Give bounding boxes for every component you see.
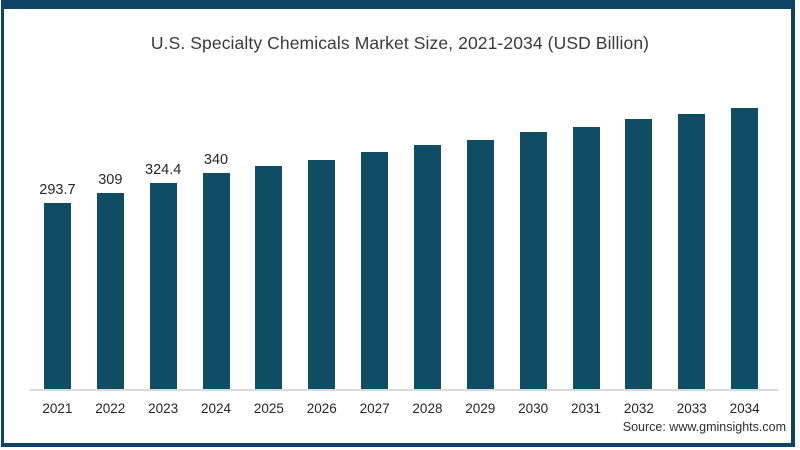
bar xyxy=(149,183,177,390)
x-tick-label: 2034 xyxy=(729,401,760,416)
bar-column-2021: 293.7 xyxy=(31,70,84,390)
bar xyxy=(308,160,336,390)
x-tick-label: 2027 xyxy=(359,401,390,416)
bar xyxy=(731,108,759,390)
bar-column-2023: 324.4 xyxy=(137,70,190,390)
bar-column-2034 xyxy=(718,70,771,390)
bar-column-2025 xyxy=(242,70,295,390)
bar-value-label: 293.7 xyxy=(39,181,76,198)
bar-column-2031 xyxy=(560,70,613,390)
bar-value-label: 340 xyxy=(203,152,229,169)
source-credit: Source: www.gminsights.com xyxy=(622,420,786,434)
bar xyxy=(202,173,230,390)
bar xyxy=(43,202,71,390)
x-tick-label: 2030 xyxy=(518,401,549,416)
bar-column-2024: 340 xyxy=(190,70,243,390)
bar xyxy=(255,165,283,390)
bar-column-2033 xyxy=(665,70,718,390)
bar xyxy=(361,151,389,390)
bar-column-2028 xyxy=(401,70,454,390)
bar-value-label: 309 xyxy=(98,172,123,189)
bar xyxy=(96,193,124,390)
bar-column-2022: 309 xyxy=(84,70,137,390)
x-tick-label: 2029 xyxy=(465,401,496,416)
chart-title: U.S. Specialty Chemicals Market Size, 20… xyxy=(150,33,650,53)
bar-column-2029 xyxy=(454,70,507,390)
plot-area: 293.7 309 324.4 340 xyxy=(31,70,771,390)
bar-column-2030 xyxy=(507,70,560,390)
x-axis-line xyxy=(30,389,778,391)
bar xyxy=(413,144,441,390)
x-tick-label: 2028 xyxy=(412,401,443,416)
x-tick-label: 2031 xyxy=(571,401,602,416)
bar xyxy=(572,126,600,390)
x-tick-label: 2033 xyxy=(676,401,707,416)
x-tick-label: 2026 xyxy=(306,401,337,416)
x-axis-tick-labels: 2021 2022 2023 2024 2025 2026 2027 2028 2029 2030… xyxy=(31,401,771,416)
bar-column-2027 xyxy=(348,70,401,390)
bar xyxy=(625,119,653,390)
x-tick-label: 2023 xyxy=(148,401,179,416)
bar xyxy=(678,114,706,390)
x-tick-label: 2025 xyxy=(253,401,284,416)
bar xyxy=(519,132,547,390)
bar-value-label: 324.4 xyxy=(145,162,182,179)
x-tick-label: 2024 xyxy=(200,401,232,416)
bar-column-2026 xyxy=(295,70,348,390)
bar xyxy=(466,140,494,390)
x-tick-label: 2032 xyxy=(623,401,654,416)
x-tick-label: 2021 xyxy=(42,401,73,416)
bar-column-2032 xyxy=(612,70,665,390)
x-tick-label: 2022 xyxy=(95,401,126,416)
